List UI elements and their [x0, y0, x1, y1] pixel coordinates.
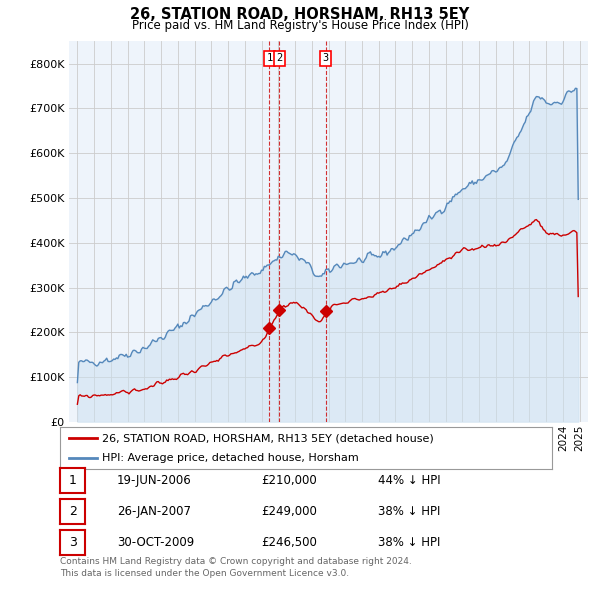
Text: 3: 3: [68, 536, 77, 549]
Text: 44% ↓ HPI: 44% ↓ HPI: [378, 474, 440, 487]
Text: 1: 1: [266, 54, 272, 63]
Text: 26-JAN-2007: 26-JAN-2007: [117, 505, 191, 518]
Text: 38% ↓ HPI: 38% ↓ HPI: [378, 505, 440, 518]
Text: 19-JUN-2006: 19-JUN-2006: [117, 474, 192, 487]
Text: £210,000: £210,000: [261, 474, 317, 487]
Text: £249,000: £249,000: [261, 505, 317, 518]
Text: £246,500: £246,500: [261, 536, 317, 549]
Text: Price paid vs. HM Land Registry's House Price Index (HPI): Price paid vs. HM Land Registry's House …: [131, 19, 469, 32]
Text: Contains HM Land Registry data © Crown copyright and database right 2024.
This d: Contains HM Land Registry data © Crown c…: [60, 557, 412, 578]
Text: 1: 1: [68, 474, 77, 487]
Text: 38% ↓ HPI: 38% ↓ HPI: [378, 536, 440, 549]
Text: 3: 3: [323, 54, 329, 63]
Text: 2: 2: [68, 505, 77, 518]
Text: 26, STATION ROAD, HORSHAM, RH13 5EY: 26, STATION ROAD, HORSHAM, RH13 5EY: [130, 7, 470, 22]
Text: 30-OCT-2009: 30-OCT-2009: [117, 536, 194, 549]
Text: 26, STATION ROAD, HORSHAM, RH13 5EY (detached house): 26, STATION ROAD, HORSHAM, RH13 5EY (det…: [102, 434, 434, 444]
Text: HPI: Average price, detached house, Horsham: HPI: Average price, detached house, Hors…: [102, 454, 359, 463]
Text: 2: 2: [277, 54, 283, 63]
